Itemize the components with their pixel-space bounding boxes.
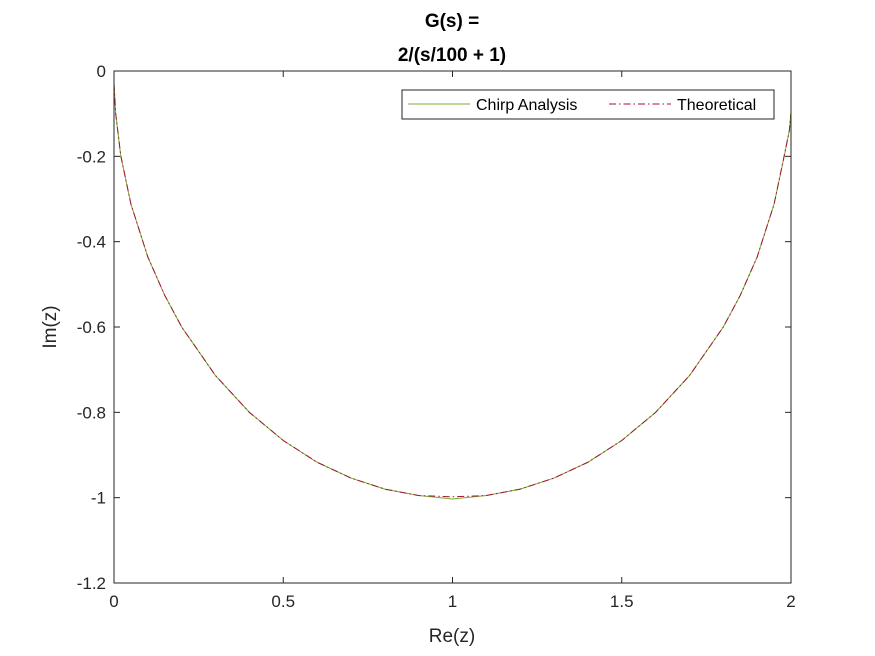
x-tick-label: 0.5 bbox=[271, 592, 295, 611]
x-tick-label: 1.5 bbox=[610, 592, 634, 611]
y-tick-label: -0.2 bbox=[77, 147, 106, 166]
chart-title-line-1: G(s) = bbox=[425, 11, 479, 32]
legend: Chirp Analysis Theoretical bbox=[401, 89, 775, 120]
series-line-theoretical bbox=[114, 83, 791, 498]
y-tick-label: -1 bbox=[91, 489, 106, 508]
legend-label-theoretical: Theoretical bbox=[677, 97, 756, 114]
y-tick-label: -0.4 bbox=[77, 233, 106, 252]
series-layer bbox=[114, 83, 791, 500]
y-tick-label: -1.2 bbox=[77, 574, 106, 593]
y-tick-label: -0.8 bbox=[77, 403, 106, 422]
x-tick-label: 1 bbox=[448, 592, 457, 611]
x-tick-label: 0 bbox=[109, 592, 118, 611]
x-tick-label: 2 bbox=[786, 592, 795, 611]
x-axis: 0 0.5 1 1.5 2 bbox=[109, 71, 796, 611]
y-tick-label: -0.6 bbox=[77, 318, 106, 337]
y-tick-label: 0 bbox=[97, 62, 106, 81]
y-axis-title: Im(z) bbox=[40, 305, 61, 348]
plot-area bbox=[114, 71, 791, 583]
y-axis: 0 -0.2 -0.4 -0.6 -0.8 -1 -1.2 bbox=[77, 62, 791, 593]
chart-title-line-2: 2/(s/100 + 1) bbox=[398, 45, 506, 66]
legend-label-chirp-analysis: Chirp Analysis bbox=[476, 97, 577, 114]
x-axis-title: Re(z) bbox=[429, 626, 475, 647]
